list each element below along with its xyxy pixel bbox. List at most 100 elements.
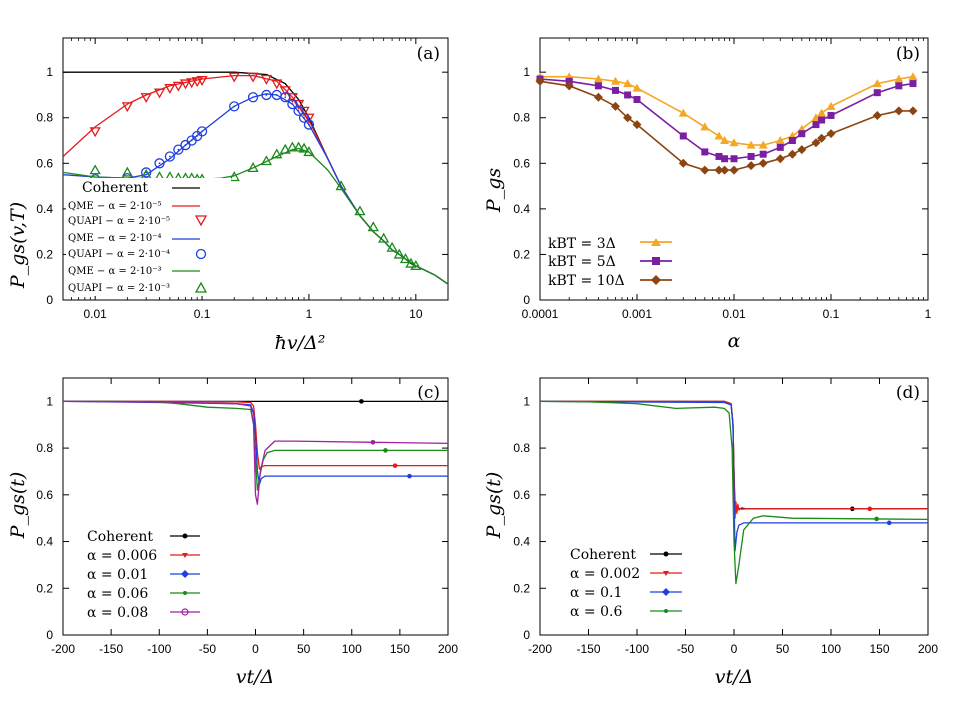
panel-b-legend: kBT = 3Δ kBT = 5Δ kBT = 10Δ [548, 236, 672, 289]
panel-d-series-3-line [539, 400, 929, 585]
legend-c-coherent: Coherent [87, 529, 153, 545]
panel-d-series-3-marker [874, 516, 879, 522]
panel-a-series-2-point [279, 86, 291, 97]
panel-a-series-4-point-center [158, 162, 161, 165]
panel-a-series-4-point-center [177, 148, 180, 151]
panel-b-xtick-label: 0.01 [722, 307, 746, 321]
panel-b-series-1-point [565, 77, 573, 85]
panel-b-ytick-label: 1 [523, 65, 530, 79]
panel-d-xtick-label: -50 [677, 642, 695, 656]
panel-b-ytick-label: 0.6 [513, 156, 530, 170]
panel-c-legend: Coherent α = 0.006 α = 0.01 α = 0.06 α =… [87, 529, 200, 621]
panel-b-series-2-point [787, 149, 797, 159]
panel-a-series-6-point [286, 141, 298, 152]
panel-a-series-6-point [399, 253, 412, 264]
panel-a-series-2-point [196, 75, 208, 86]
panel-a-series-4-point [280, 92, 291, 103]
panel-a-series-4-point-center [184, 144, 187, 146]
panel-c-series-1-marker [392, 463, 398, 468]
panel-b-series-0-point [700, 122, 710, 131]
panel-c-series-2-marker [407, 473, 412, 479]
panel-a-series-2-point [186, 78, 198, 89]
panel-d-xtick-label: 200 [918, 642, 938, 656]
panel-a-series-6-point [89, 164, 101, 175]
panel-d-ytick-label: 1 [523, 394, 530, 408]
panel-b-series-2-point [908, 106, 918, 116]
legend-c-coherent-marker [182, 533, 188, 539]
panel-d-xtick-label: -150 [576, 642, 600, 656]
panel-a-series-4-point [303, 119, 315, 130]
panel-b-series-2-point [894, 106, 904, 116]
panel-b-series-2-point [729, 165, 739, 175]
panel-d-xtick-label: 50 [776, 642, 790, 656]
panel-c-series-3-marker [383, 448, 388, 453]
panel-b-xtick-label: 1 [925, 307, 932, 321]
panel-c-series-4-marker [370, 439, 376, 445]
panel-b-series-2-point [811, 138, 821, 148]
panel-a-series-2-point [228, 72, 240, 83]
panel-a-series-2-point [164, 83, 176, 94]
panel-a-series-2-point [140, 93, 152, 104]
legend-d-coherent: Coherent [570, 547, 636, 563]
panel-d-xtick-label: -100 [625, 642, 649, 656]
panel-a-series-4-point-center [233, 105, 236, 108]
panel-b-series-2-point [758, 158, 768, 168]
panel-a-series-4-point-center [297, 110, 300, 112]
panel-a-ytick-label: 1 [46, 65, 53, 79]
panel-a-series-2-point [191, 77, 203, 88]
panel-d-xlabel: vt/Δ [715, 666, 754, 688]
panel-b-ytick-label: 0 [523, 293, 530, 307]
panel-a-series-2-point [271, 79, 283, 90]
panel-c-series [62, 399, 449, 505]
panel-b-series-1-point [818, 116, 826, 124]
legend-a-quapi2: QUAPI − α = 2·10⁻⁴ [68, 249, 170, 260]
panel-a-series-2-point [172, 81, 184, 92]
panel-a-series-4-point-center [196, 135, 199, 137]
panel-b-series-0-point [872, 79, 882, 88]
legend-a-quapi1: QUAPI − α = 2·10⁻⁵ [68, 216, 170, 227]
legend-d-a06-marker [664, 609, 668, 613]
panel-b-series-1-point [788, 137, 796, 145]
panel-b-series-1-point [776, 143, 784, 151]
panel-d-label: (d) [896, 383, 920, 403]
panel-b-series-1-point [873, 89, 881, 97]
legend-a-quapi3: QUAPI − α = 2·10⁻³ [68, 283, 170, 294]
panel-c-series-4-line [62, 400, 449, 505]
panel-b-series-1-point [679, 132, 687, 140]
panel-b-series-1-point [759, 150, 767, 158]
panel-b-series-1-point [730, 155, 738, 163]
panel-a-ytick-label: 0.6 [36, 156, 53, 170]
panel-a-series-4-point-center [291, 103, 294, 105]
panel-d-ytick-label: 0.2 [513, 581, 530, 595]
panel-a-frame [62, 37, 449, 301]
panel-b-series-0-point [894, 74, 904, 83]
panel-c-ytick-label: 0.2 [36, 581, 53, 595]
panel-a-series-4-point-center [275, 94, 278, 96]
panel-d-series-2-marker [886, 520, 892, 526]
panel-b-series-2-point [610, 101, 620, 111]
panel-a-series-6-point [367, 221, 379, 232]
panel-a-series-6-point [247, 162, 259, 173]
panel-b-series-1-point [633, 96, 641, 104]
panel-a-xtick-label: 0.1 [194, 307, 211, 321]
panel-b-series-1-point [909, 80, 917, 88]
legend-a-quapi3-marker [194, 281, 208, 293]
panel-b-xlabel: α [728, 330, 741, 352]
panel-c-xtick-label: -150 [99, 642, 123, 656]
panel-a-series-4-point [261, 89, 272, 101]
legend-d-a0002-marker [663, 571, 669, 576]
legend-c-a006: α = 0.06 [87, 586, 148, 602]
panel-a-series-4-point [173, 144, 184, 155]
panel-b-series-1-point [715, 152, 723, 160]
panel-a-series-2-point [298, 106, 310, 117]
panel-b-series-0-point [775, 136, 785, 145]
panel-a-ylabel: P_gs(v,T) [7, 202, 29, 289]
panel-a-xtick-label: 1 [306, 307, 313, 321]
panel-a-series-6-point [405, 257, 417, 268]
legend-c-a001: α = 0.01 [87, 567, 148, 583]
panel-b-series-1-point [611, 86, 619, 94]
panel-a-series-6-point [279, 143, 291, 154]
panel-c-xlabel: vt/Δ [236, 666, 275, 688]
panel-a: (a) ħv/Δ² P_gs(v,T) 0.01 0.1 1 10 0 0.2 0.4 0.6… [7, 37, 449, 354]
